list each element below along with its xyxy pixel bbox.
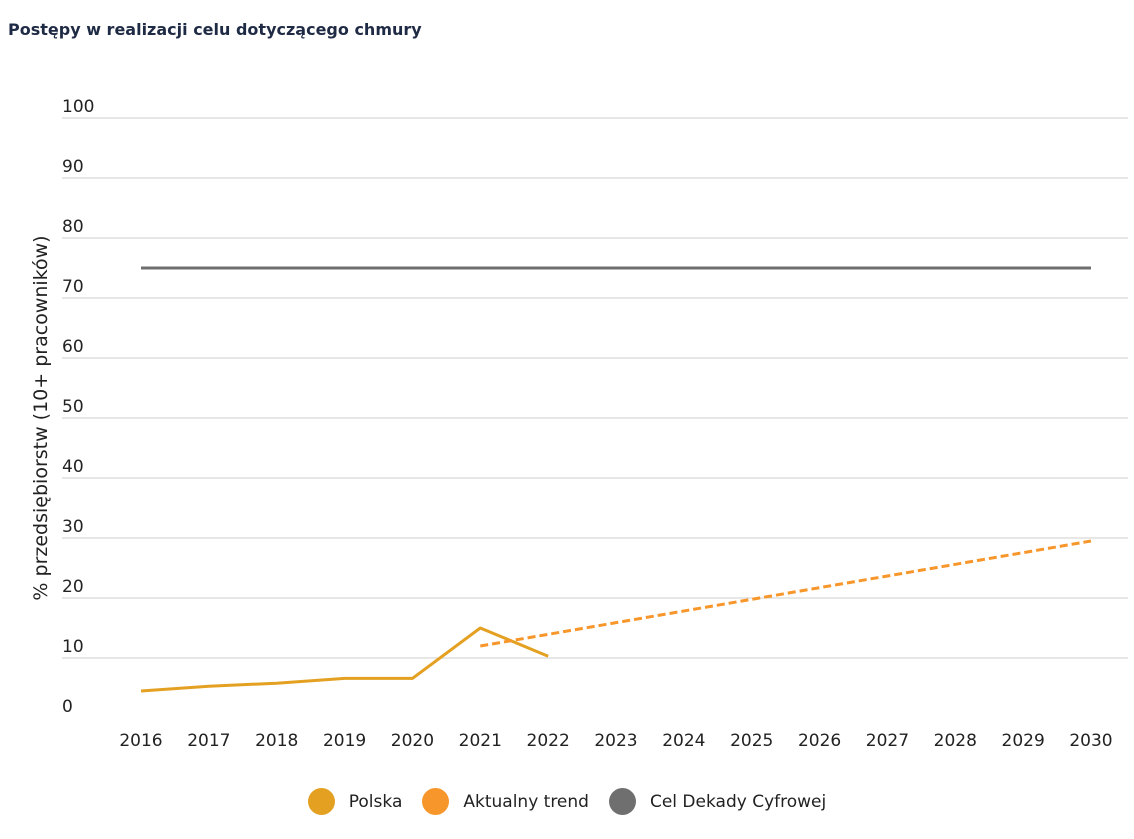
x-tick-label: 2029: [1002, 731, 1045, 751]
legend-swatch: [307, 788, 335, 815]
y-tick-label: 70: [62, 277, 84, 297]
series-line-0: [140, 626, 549, 693]
y-tick-label: 0: [62, 697, 73, 717]
legend-label: Cel Dekady Cyfrowej: [649, 791, 827, 812]
y-tick-label: 40: [62, 457, 84, 477]
x-tick-label: 2017: [187, 731, 230, 751]
y-axis-ticks: 0 10 20 30 40 50 60 70 80 90 100: [62, 97, 94, 717]
y-tick-label: 50: [62, 397, 84, 417]
x-tick-label: 2026: [798, 731, 841, 751]
legend-swatch: [422, 788, 450, 815]
y-tick-label: 10: [62, 637, 84, 657]
x-tick-label: 2028: [934, 731, 977, 751]
x-tick-label: 2016: [119, 731, 162, 751]
x-tick-label: 2019: [323, 731, 366, 751]
x-tick-label: 2018: [255, 731, 298, 751]
y-tick-label: 90: [62, 157, 84, 177]
x-tick-label: 2022: [527, 731, 570, 751]
x-tick-label: 2023: [594, 731, 637, 751]
legend-label: Polska: [348, 791, 403, 812]
x-tick-label: 2027: [866, 731, 909, 751]
y-tick-label: 30: [62, 517, 84, 537]
legend-item[interactable]: Aktualny trend: [422, 788, 589, 815]
legend-swatch: [608, 788, 636, 815]
x-tick-label: 2020: [391, 731, 434, 751]
chart-title: Postępy w realizacji celu dotyczącego ch…: [8, 20, 422, 39]
series-lines: [140, 266, 1092, 693]
y-axis-title: % przedsiębiorstw (10+ pracowników): [30, 235, 52, 600]
y-tick-label: 60: [62, 337, 84, 357]
y-tick-label: 80: [62, 217, 84, 237]
gridlines: [62, 117, 1128, 659]
x-tick-label: 2030: [1069, 731, 1112, 751]
y-tick-label: 100: [62, 97, 94, 117]
legend-item[interactable]: Cel Dekady Cyfrowej: [608, 788, 827, 815]
series-line-1: [480, 539, 1092, 648]
x-tick-label: 2024: [662, 731, 705, 751]
chart-legend: Polska Aktualny trend Cel Dekady Cyfrowej: [0, 788, 1134, 815]
x-tick-label: 2021: [459, 731, 502, 751]
x-tick-label: 2025: [730, 731, 773, 751]
legend-item[interactable]: Polska: [307, 788, 403, 815]
y-tick-label: 20: [62, 577, 84, 597]
legend-label: Aktualny trend: [463, 791, 589, 812]
x-axis-ticks: 2016 2017 2018 2019 2020 2021 2022 2023 2024 2025…: [119, 731, 1112, 751]
